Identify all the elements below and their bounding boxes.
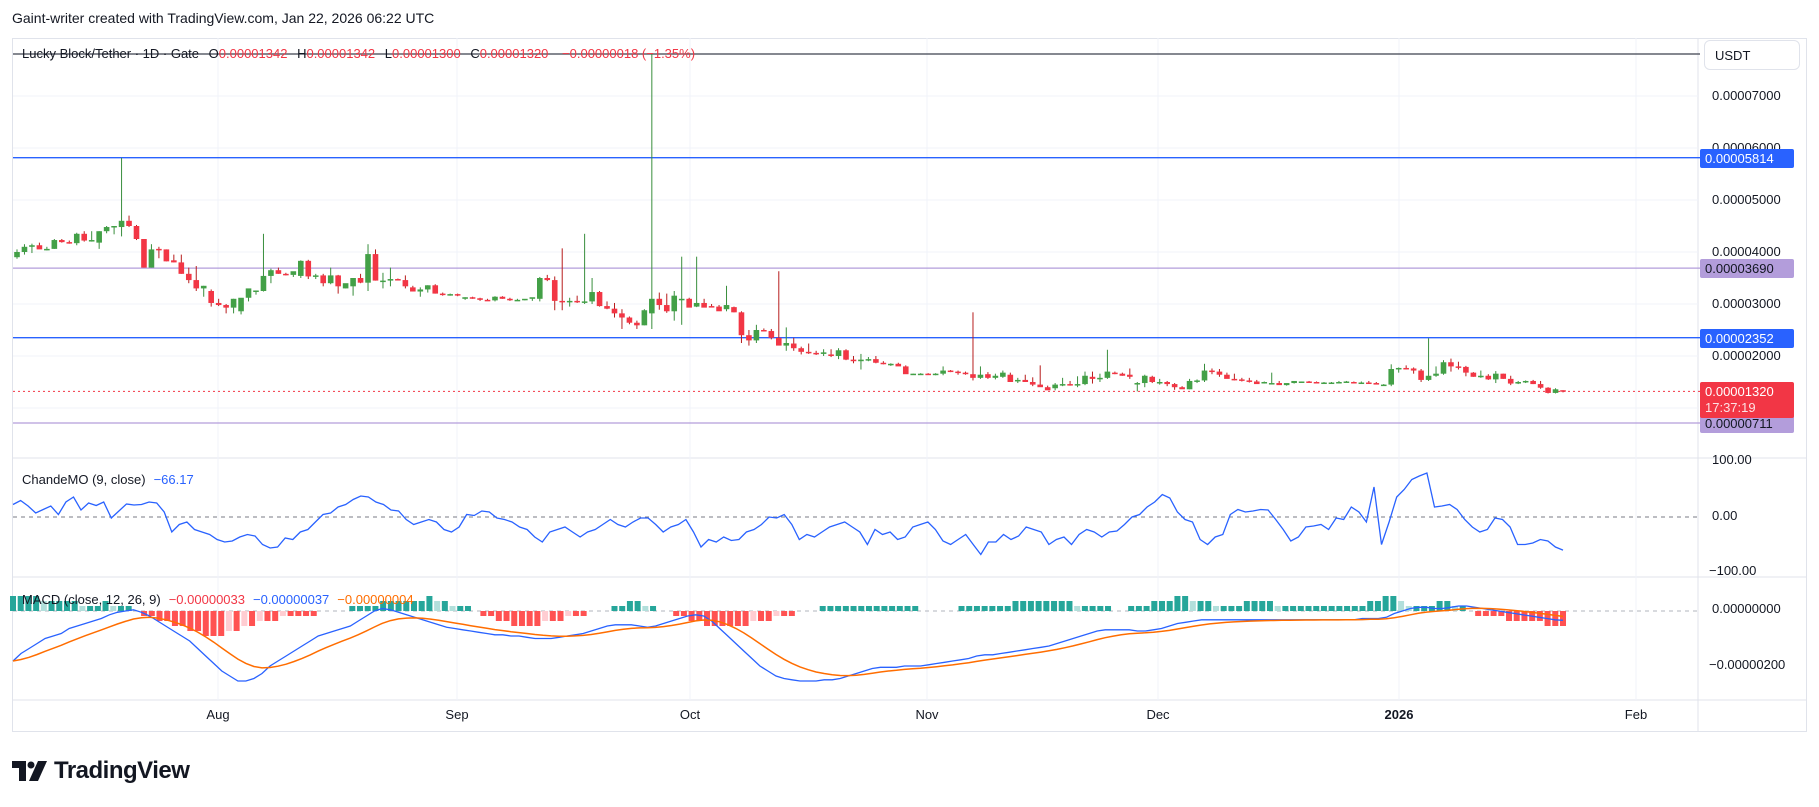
open-label: O [208, 46, 219, 61]
cmo-tick-100: 100.00 [1712, 452, 1752, 467]
chart-frame[interactable] [12, 38, 1807, 732]
currency-button[interactable]: USDT [1704, 40, 1800, 70]
time-tick: Aug [206, 707, 230, 722]
open-value: 0.00001342 [218, 46, 288, 61]
macd-line-value: −0.00000037 [253, 592, 330, 607]
price-level-badge[interactable]: 0.00002352 [1700, 328, 1794, 348]
macd-tick-0: 0.00000000 [1712, 601, 1781, 616]
price-tick: 0.00003000 [1712, 296, 1781, 311]
time-tick: 2026 [1384, 707, 1414, 722]
macd-title[interactable]: MACD (close, 12, 26, 9) [22, 592, 161, 607]
time-tick: Dec [1146, 707, 1170, 722]
tradingview-logo-text: TradingView [54, 757, 190, 784]
tradingview-logo-icon [12, 761, 47, 781]
bar-countdown: 17:37:19 [1705, 400, 1756, 416]
current-price-badge: 0.00001320 17:37:19 [1700, 382, 1794, 419]
time-tick: Nov [915, 707, 939, 722]
time-tick: Sep [445, 707, 469, 722]
macd-legend: MACD (close, 12, 26, 9) −0.00000033 −0.000… [22, 592, 414, 607]
high-value: 0.00001342 [306, 46, 376, 61]
tradingview-logo[interactable]: TradingView [12, 757, 190, 785]
macd-hist-value: −0.00000033 [168, 592, 245, 607]
macd-signal-value: −0.00000004 [337, 592, 414, 607]
cmo-title[interactable]: ChandeMO (9, close) [22, 472, 146, 487]
close-value: 0.00001320 [479, 46, 549, 61]
chart-credit: Gaint-writer created with TradingView.co… [12, 10, 435, 26]
macd-tick-minus: −0.00000200 [1709, 657, 1786, 672]
price-tick: 0.00004000 [1712, 244, 1781, 259]
low-value: 0.00001300 [392, 46, 461, 61]
price-level-badge[interactable]: 0.00000711 [1700, 414, 1794, 434]
cmo-tick-minus-100: −100.00 [1709, 563, 1757, 578]
price-tick: 0.00007000 [1712, 88, 1781, 103]
price-level-badge[interactable]: 0.00005814 [1700, 148, 1794, 168]
symbol-title[interactable]: Lucky Block/Tether · 1D · Gate [22, 46, 200, 61]
symbol-legend: Lucky Block/Tether · 1D · Gate O0.000013… [22, 46, 695, 61]
cmo-tick-0: 0.00 [1712, 508, 1738, 523]
close-label: C [470, 46, 480, 61]
low-label: L [384, 46, 393, 61]
change-value: −0.00000018 (−1.35%) [562, 46, 696, 61]
high-label: H [297, 46, 307, 61]
price-tick: 0.00002000 [1712, 348, 1781, 363]
time-tick: Feb [1624, 707, 1648, 722]
price-tick: 0.00005000 [1712, 192, 1781, 207]
current-price: 0.00001320 [1705, 384, 1774, 400]
cmo-legend: ChandeMO (9, close) −66.17 [22, 472, 194, 487]
price-level-badge[interactable]: 0.00003690 [1700, 259, 1794, 279]
cmo-value: −66.17 [153, 472, 194, 487]
time-tick: Oct [679, 707, 701, 722]
